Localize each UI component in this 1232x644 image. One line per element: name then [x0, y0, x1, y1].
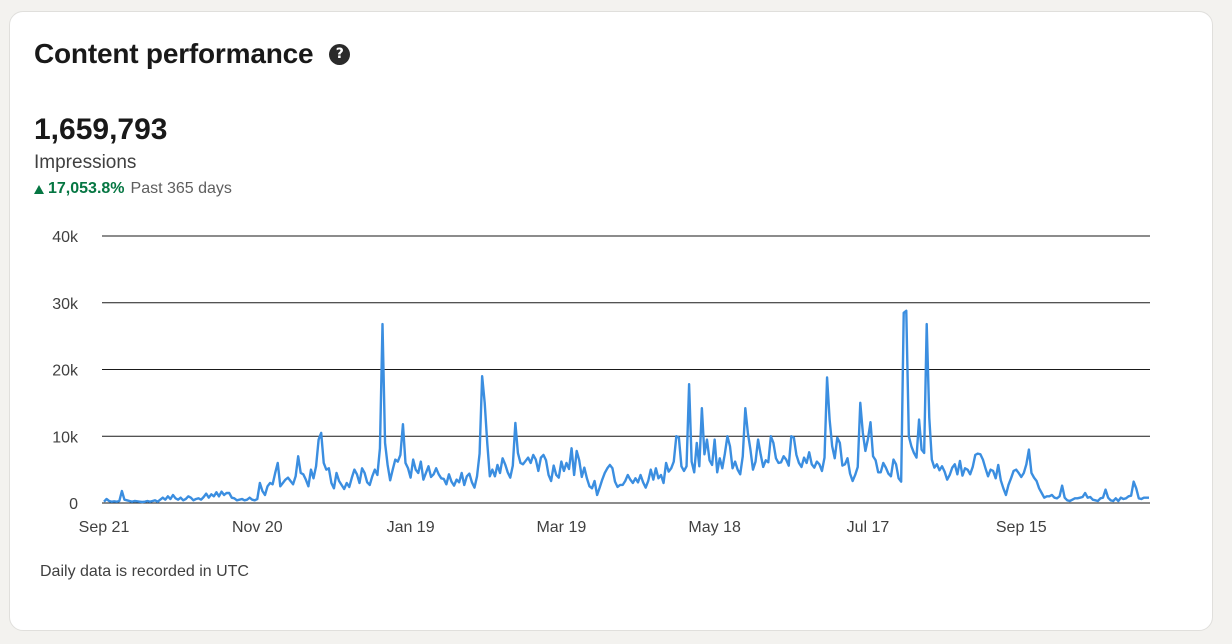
triangle-up-icon	[34, 184, 44, 194]
y-axis-ticks: 0 10k 20k 30k 40k	[52, 229, 79, 513]
y-tick-label: 40k	[52, 229, 79, 246]
y-tick-label: 0	[69, 496, 78, 513]
x-tick-label: Jul 17	[847, 519, 890, 536]
change-summary: 17,053.8% Past 365 days	[34, 180, 232, 198]
x-tick-label: Jan 19	[387, 519, 435, 536]
impressions-series-line	[103, 309, 1149, 504]
utc-footnote: Daily data is recorded in UTC	[40, 563, 249, 580]
x-tick-label: May 18	[688, 519, 741, 536]
y-tick-label: 30k	[52, 296, 79, 313]
impressions-label: Impressions	[34, 152, 137, 173]
x-tick-label: Sep 21	[79, 519, 130, 536]
y-tick-label: 10k	[52, 429, 79, 446]
chart-grid	[102, 235, 1150, 504]
change-period: Past 365 days	[130, 180, 232, 197]
x-tick-label: Mar 19	[536, 519, 586, 536]
x-tick-label: Sep 15	[996, 519, 1047, 536]
x-tick-label: Nov 20	[232, 519, 283, 536]
content-performance-card	[9, 11, 1213, 631]
chart-series	[103, 309, 1149, 504]
x-axis-ticks: Sep 21 Nov 20 Jan 19 Mar 19 May 18 Jul 17 Sep …	[79, 519, 1047, 536]
question-circle-icon[interactable]: ?	[329, 43, 351, 65]
card-header: Content performance ?	[34, 38, 351, 70]
y-tick-label: 20k	[52, 363, 79, 380]
change-percent: 17,053.8%	[48, 180, 125, 197]
card-title: Content performance	[34, 38, 314, 69]
impressions-total: 1,659,793	[34, 113, 168, 146]
